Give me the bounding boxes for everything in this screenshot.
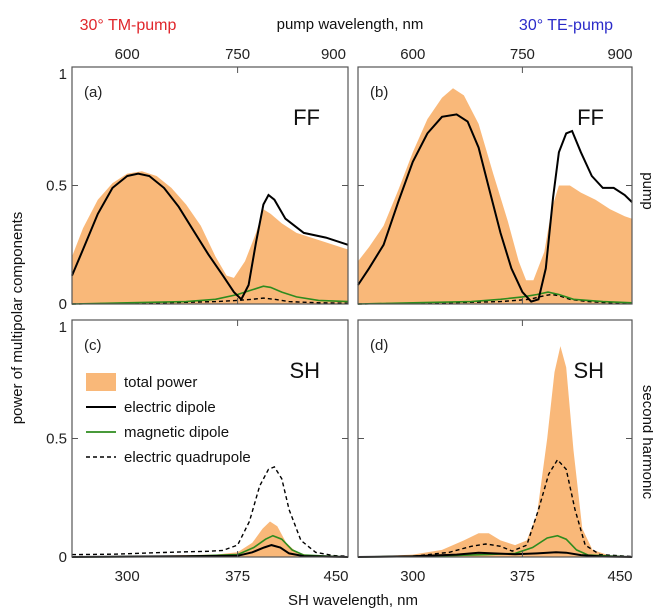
y-tick-label-a-0: 0 bbox=[59, 296, 67, 313]
te-pump-label: 30° TE-pump bbox=[519, 17, 613, 34]
electric-dipole-line-a bbox=[71, 172, 349, 301]
legend-label-ed: electric dipole bbox=[124, 399, 216, 416]
electric-quadrupole-line-c bbox=[71, 466, 349, 557]
y-tick-label-c-2: 1 bbox=[59, 319, 67, 336]
total-power-area-d bbox=[358, 346, 632, 557]
x-tick-label-b-0: 600 bbox=[400, 46, 425, 63]
magnetic-dipole-line-b bbox=[357, 291, 633, 305]
x-tick-label-a-0: 600 bbox=[115, 46, 140, 63]
panel-frame-d bbox=[357, 319, 633, 558]
panel-label-c: SH bbox=[289, 358, 320, 383]
panel-tag-b: (b) bbox=[370, 84, 388, 101]
x-tick-label-d-1: 375 bbox=[510, 568, 535, 585]
legend-label-md: magnetic dipole bbox=[124, 424, 229, 441]
total-power-area-a bbox=[72, 171, 348, 304]
panel-tag-a: (a) bbox=[84, 84, 102, 101]
electric-quadrupole-line-d bbox=[357, 458, 633, 558]
electric-dipole-line-d bbox=[357, 551, 633, 558]
legend: total power electric dipole magnetic dipol… bbox=[86, 373, 251, 466]
x-tick-label-b-2: 900 bbox=[607, 46, 632, 63]
legend-swatch-total-power bbox=[86, 373, 116, 391]
legend-label-total: total power bbox=[124, 374, 197, 391]
magnetic-dipole-line-a bbox=[71, 285, 349, 305]
panel-label-d: SH bbox=[573, 358, 604, 383]
y-tick-label-c-1: 0.5 bbox=[46, 431, 67, 448]
panel-a: 600 750 900 0 0.5 1 (a) FF bbox=[46, 46, 349, 313]
panel-tag-c: (c) bbox=[84, 337, 102, 354]
electric-quadrupole-line-a bbox=[71, 297, 349, 305]
legend-label-eq: electric quadrupole bbox=[124, 449, 251, 466]
electric-dipole-line-c bbox=[71, 544, 349, 558]
panel-label-b: FF bbox=[577, 105, 604, 130]
chart-panels: 600 750 900 0 0.5 1 (a) FF 600 750 900 (b) FF 300 375 4… bbox=[46, 46, 633, 585]
x-tick-label-c-1: 375 bbox=[225, 568, 250, 585]
panel-c: 300 375 450 0 0.5 1 (c) SH bbox=[46, 319, 349, 585]
total-power-area-b bbox=[358, 88, 632, 304]
panel-tag-d: (d) bbox=[370, 337, 388, 354]
x-tick-label-d-2: 450 bbox=[607, 568, 632, 585]
y-tick-label-c-0: 0 bbox=[59, 549, 67, 566]
electric-dipole-line-b bbox=[357, 113, 633, 303]
x-tick-label-c-2: 450 bbox=[323, 568, 348, 585]
right-label-second-harmonic: second harmonic bbox=[639, 385, 653, 500]
x-tick-label-d-0: 300 bbox=[400, 568, 425, 585]
total-power-area-c bbox=[72, 521, 348, 557]
magnetic-dipole-line-c bbox=[71, 534, 349, 558]
x-axis-label: SH wavelength, nm bbox=[288, 592, 418, 609]
pump-wavelength-label: pump wavelength, nm bbox=[277, 16, 424, 33]
panel-b: 600 750 900 (b) FF bbox=[357, 46, 633, 305]
electric-quadrupole-line-b bbox=[357, 293, 633, 305]
x-tick-label-a-2: 900 bbox=[321, 46, 346, 63]
panel-label-a: FF bbox=[293, 105, 320, 130]
y-tick-label-a-1: 0.5 bbox=[46, 178, 67, 195]
y-tick-label-a-2: 1 bbox=[59, 66, 67, 83]
tm-pump-label: 30° TM-pump bbox=[80, 17, 177, 34]
magnetic-dipole-line-d bbox=[357, 534, 633, 558]
x-tick-label-b-1: 750 bbox=[510, 46, 535, 63]
y-axis-label: power of multipolar components bbox=[9, 212, 26, 425]
panel-d: 300 375 450 (d) SH bbox=[357, 319, 633, 585]
x-tick-label-a-1: 750 bbox=[225, 46, 250, 63]
x-tick-label-c-0: 300 bbox=[115, 568, 140, 585]
right-label-pump: pump bbox=[639, 172, 653, 210]
